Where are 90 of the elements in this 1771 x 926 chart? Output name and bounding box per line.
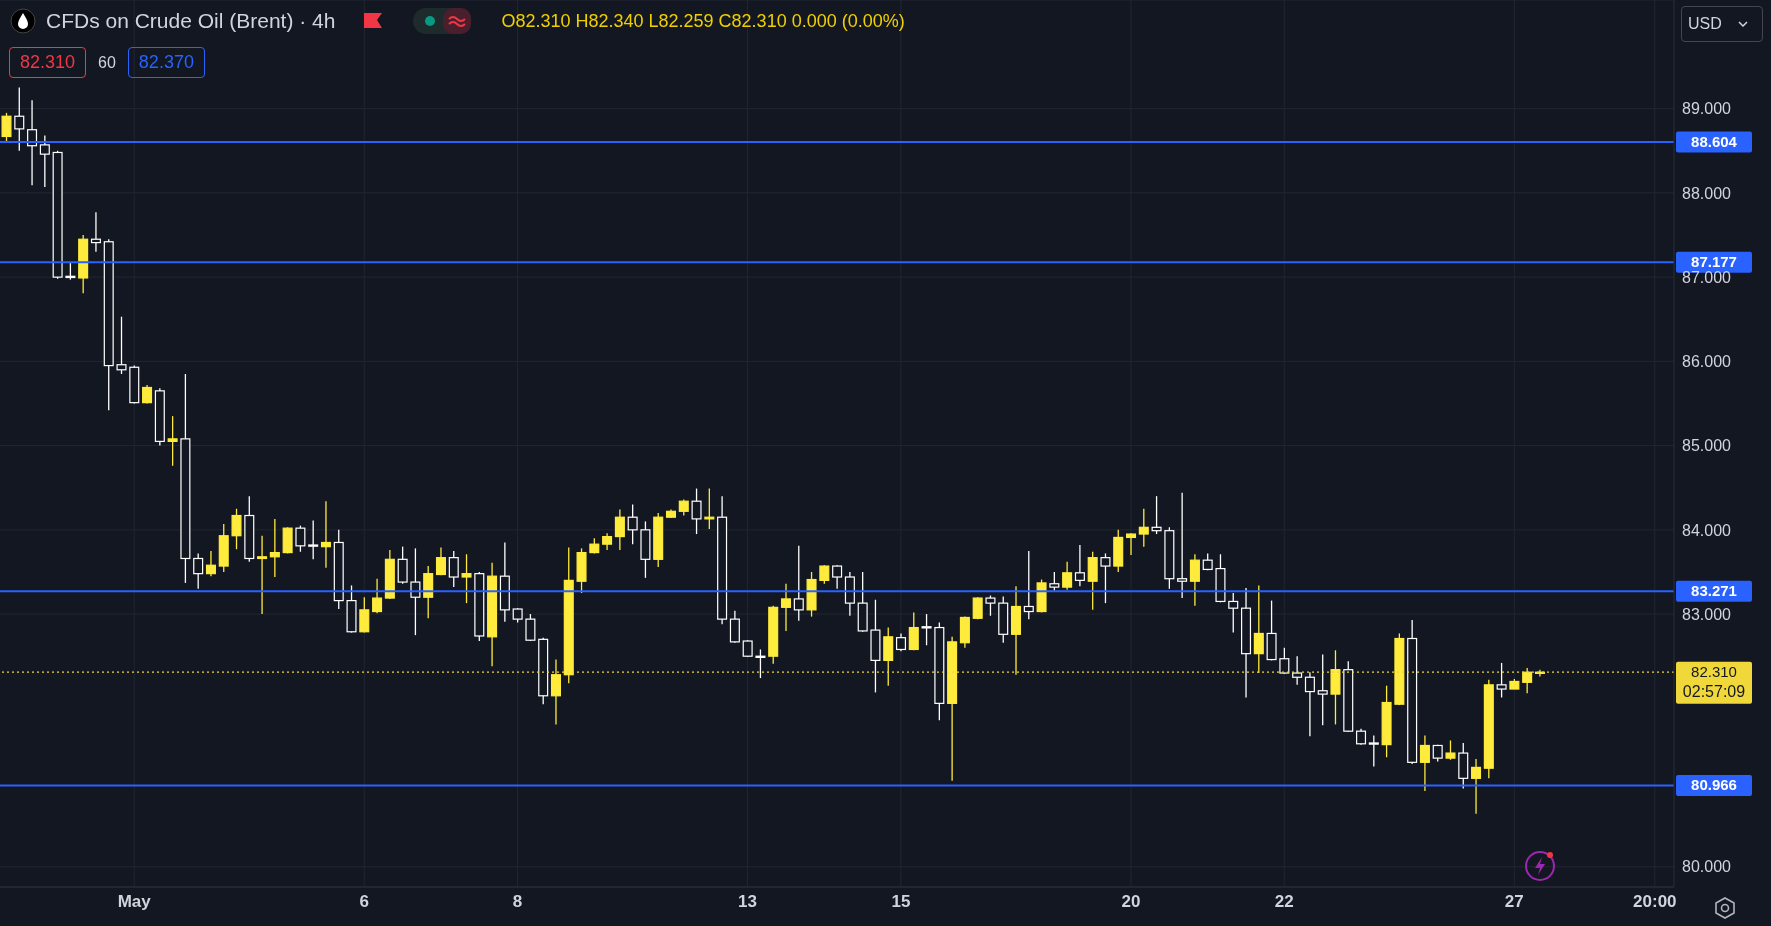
candlestick <box>1496 662 1507 699</box>
candlestick <box>448 550 459 588</box>
ref-line-label: 80.966 <box>1691 776 1737 794</box>
x-tick-label: 27 <box>1504 892 1524 912</box>
ref-line-label: 83.271 <box>1691 582 1737 600</box>
candlestick <box>755 648 766 679</box>
y-tick-label: 84.000 <box>1682 521 1732 539</box>
candlestick <box>729 610 740 644</box>
candlestick <box>1151 495 1162 535</box>
candlestick <box>1445 739 1456 761</box>
candlestick <box>1023 550 1034 620</box>
candlestick <box>320 500 331 569</box>
text: USD <box>1688 15 1722 33</box>
candlestick <box>423 565 434 619</box>
y-tick-label: 85.000 <box>1682 437 1732 455</box>
x-tick-label: 20 <box>1121 892 1141 912</box>
y-tick-label: 86.000 <box>1682 353 1732 371</box>
candlestick <box>883 626 894 687</box>
candlestick <box>985 594 996 617</box>
y-tick-label: 80.000 <box>1682 858 1732 876</box>
candlestick <box>1100 552 1111 604</box>
candlestick <box>780 583 792 632</box>
candlestick <box>1228 592 1239 634</box>
candlestick <box>627 503 638 545</box>
x-tick-label: 13 <box>738 892 758 912</box>
candlestick <box>1087 551 1098 611</box>
ref-line-label: 88.604 <box>1691 133 1738 151</box>
candlestick <box>691 487 702 535</box>
candlestick <box>359 596 370 634</box>
candlestick <box>205 550 216 577</box>
candlestick <box>193 552 204 590</box>
candlestick <box>231 508 242 550</box>
ref-line-label: 82.310 <box>1691 663 1737 681</box>
candlestick <box>1471 758 1482 815</box>
annotation: O82.310 H82.340 L82.259 C82.310 0.000 (0.00%) <box>501 10 905 32</box>
candlestick <box>1253 584 1264 674</box>
candlestick <box>257 535 268 615</box>
candlestick <box>1317 653 1328 726</box>
candlestick <box>525 613 536 642</box>
candlestick <box>308 519 319 560</box>
x-tick-label: 20:00 <box>1633 892 1677 912</box>
candlestick <box>1279 647 1290 675</box>
candlestick <box>550 658 561 726</box>
candlestick <box>1049 571 1060 592</box>
x-tick-label: 6 <box>359 892 369 912</box>
candlestick <box>295 524 306 553</box>
candlestick <box>1074 544 1085 587</box>
candlestick <box>832 564 843 590</box>
candlestick <box>1 112 12 144</box>
candlestick <box>921 613 932 646</box>
chart-title: CFDs on Crude Oil (Brent) · 4h <box>46 9 336 33</box>
y-tick-label: 83.000 <box>1682 605 1732 623</box>
y-tick-label: 88.000 <box>1682 184 1732 202</box>
candlestick <box>1304 671 1315 737</box>
candlestick <box>1126 532 1137 556</box>
candlestick <box>793 545 804 622</box>
candlestick <box>908 611 919 651</box>
candlestick <box>461 553 472 604</box>
candlestick <box>410 547 421 636</box>
candlestick <box>435 546 446 576</box>
annotation: 82.310 <box>9 47 87 78</box>
candlestick <box>1189 553 1200 607</box>
x-tick-label: 22 <box>1274 892 1294 912</box>
x-tick-label: 15 <box>891 892 911 912</box>
candlestick <box>397 546 408 585</box>
candlestick <box>269 518 280 578</box>
candlestick <box>167 415 178 467</box>
candlestick <box>1522 667 1533 694</box>
candlestick <box>614 508 625 551</box>
candlestick <box>1419 734 1430 792</box>
candlestick <box>39 134 50 188</box>
candlestick <box>819 564 830 585</box>
candlestick <box>1138 508 1149 548</box>
candlestick <box>372 578 383 614</box>
x-tick-label: 8 <box>512 892 523 912</box>
y-tick-label: 89.000 <box>1682 100 1732 118</box>
annotation: 60 <box>98 53 116 72</box>
y-tick-label: 87.000 <box>1682 268 1732 286</box>
ref-line-label: 87.177 <box>1691 253 1737 271</box>
text: 02:57:09 <box>1682 683 1746 701</box>
x-tick-label: May <box>117 892 152 912</box>
candlestick <box>1177 492 1188 599</box>
candlestick <box>14 86 25 152</box>
candlestick <box>1368 734 1379 768</box>
candlestick <box>704 487 715 530</box>
candlestick <box>1292 655 1303 686</box>
candlestick <box>116 316 127 375</box>
annotation: 82.370 <box>127 47 205 78</box>
candlestick <box>90 211 101 253</box>
candlestick <box>1062 561 1073 591</box>
